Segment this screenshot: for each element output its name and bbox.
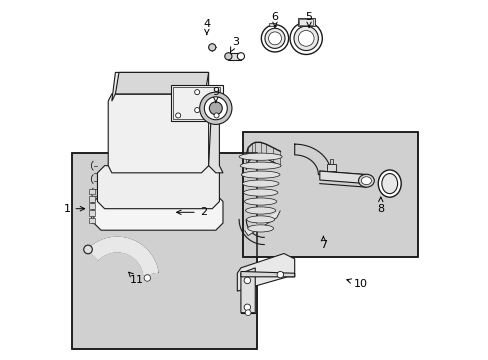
Ellipse shape: [381, 174, 397, 194]
Bar: [72, 153, 257, 348]
Ellipse shape: [246, 216, 274, 223]
Polygon shape: [88, 218, 94, 223]
Ellipse shape: [268, 32, 281, 45]
Text: 11: 11: [128, 272, 143, 285]
Polygon shape: [237, 253, 294, 291]
Ellipse shape: [194, 90, 199, 95]
Ellipse shape: [199, 92, 231, 125]
Ellipse shape: [244, 310, 250, 316]
Polygon shape: [88, 196, 94, 202]
Ellipse shape: [261, 25, 288, 52]
Ellipse shape: [298, 31, 313, 46]
Polygon shape: [319, 171, 366, 184]
Polygon shape: [329, 159, 333, 164]
Ellipse shape: [361, 177, 371, 185]
Polygon shape: [228, 53, 241, 60]
Polygon shape: [241, 271, 294, 277]
Ellipse shape: [244, 198, 276, 205]
Text: 3: 3: [230, 37, 239, 52]
Ellipse shape: [208, 44, 215, 51]
Bar: [242, 132, 418, 257]
Bar: [173, 87, 220, 119]
Ellipse shape: [245, 207, 275, 214]
Ellipse shape: [289, 22, 322, 54]
Polygon shape: [241, 268, 255, 313]
Bar: [297, 18, 314, 26]
Bar: [171, 85, 223, 121]
Ellipse shape: [240, 162, 281, 169]
Text: 8: 8: [376, 197, 384, 214]
Polygon shape: [88, 211, 94, 216]
Ellipse shape: [242, 180, 278, 187]
Ellipse shape: [239, 153, 282, 160]
Ellipse shape: [244, 304, 250, 311]
Text: 9: 9: [212, 87, 219, 103]
Polygon shape: [88, 203, 94, 209]
Ellipse shape: [214, 113, 219, 118]
Polygon shape: [94, 194, 223, 230]
Ellipse shape: [224, 53, 231, 60]
Bar: [298, 19, 313, 25]
Ellipse shape: [237, 53, 244, 60]
Text: 10: 10: [346, 279, 367, 289]
Ellipse shape: [247, 225, 273, 232]
Text: 6: 6: [271, 12, 278, 27]
Ellipse shape: [175, 113, 180, 118]
Bar: [72, 153, 257, 348]
Bar: [268, 23, 276, 26]
Polygon shape: [108, 94, 208, 173]
Ellipse shape: [194, 108, 199, 113]
Polygon shape: [244, 211, 280, 235]
Ellipse shape: [144, 275, 150, 281]
Polygon shape: [326, 164, 335, 171]
Ellipse shape: [264, 28, 285, 48]
Ellipse shape: [209, 102, 222, 115]
Bar: [242, 132, 418, 257]
Polygon shape: [112, 72, 208, 101]
Ellipse shape: [358, 174, 373, 187]
Polygon shape: [88, 189, 94, 194]
Text: 2: 2: [176, 207, 206, 217]
Ellipse shape: [277, 271, 283, 278]
Ellipse shape: [83, 245, 92, 254]
Text: 4: 4: [203, 19, 210, 35]
Text: 7: 7: [319, 237, 326, 249]
Ellipse shape: [378, 170, 400, 197]
Ellipse shape: [204, 97, 227, 120]
Polygon shape: [88, 237, 158, 274]
Ellipse shape: [293, 26, 318, 50]
Polygon shape: [208, 94, 223, 173]
Ellipse shape: [241, 171, 280, 178]
Ellipse shape: [243, 189, 277, 196]
Ellipse shape: [244, 277, 250, 284]
Text: 1: 1: [63, 204, 84, 214]
Polygon shape: [97, 166, 219, 209]
Text: 5: 5: [305, 12, 312, 27]
Polygon shape: [115, 72, 208, 94]
